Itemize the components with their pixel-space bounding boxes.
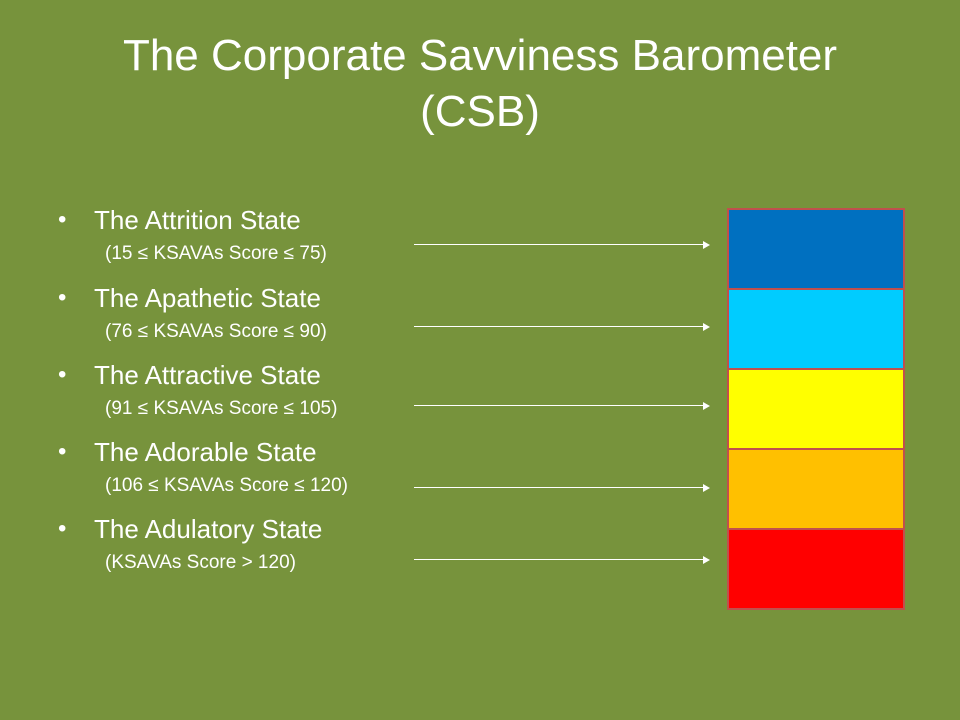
state-name: The Adulatory State — [94, 514, 323, 544]
arrowhead-icon — [703, 323, 710, 331]
state-range: (91 ≤ KSAVAs Score ≤ 105) — [105, 398, 338, 419]
slide-title: The Corporate Savviness Barometer (CSB) — [0, 28, 960, 140]
barometer-segment-attrition — [727, 208, 905, 290]
state-range: (KSAVAs Score > 120) — [105, 552, 296, 573]
arrow-line — [414, 326, 705, 327]
arrow-line — [414, 559, 705, 560]
arrow-line — [414, 405, 705, 406]
barometer-segment-adulatory — [727, 528, 905, 610]
bullet-icon: • — [58, 284, 67, 311]
state-range: (15 ≤ KSAVAs Score ≤ 75) — [105, 243, 327, 264]
bullet-icon: • — [58, 438, 67, 465]
arrow-apathetic — [414, 322, 710, 332]
title-line-1: The Corporate Savviness Barometer — [122, 31, 838, 80]
barometer — [727, 208, 905, 610]
arrow-attractive — [414, 401, 710, 411]
bullet-icon: • — [58, 206, 67, 233]
arrowhead-icon — [703, 402, 710, 410]
state-name: The Adorable State — [94, 437, 317, 467]
state-range: (106 ≤ KSAVAs Score ≤ 120) — [105, 475, 348, 496]
arrow-line — [414, 487, 705, 488]
arrow-adulatory — [414, 555, 710, 565]
arrowhead-icon — [703, 241, 710, 249]
arrow-line — [414, 244, 705, 245]
state-name: The Attrition State — [94, 205, 301, 235]
state-name: The Apathetic State — [94, 283, 321, 313]
bullet-icon: • — [58, 361, 67, 388]
arrow-attrition — [414, 240, 710, 250]
arrow-adorable — [414, 483, 710, 493]
barometer-segment-adorable — [727, 448, 905, 530]
title-line-2: (CSB) — [420, 87, 540, 136]
state-range: (76 ≤ KSAVAs Score ≤ 90) — [105, 321, 327, 342]
barometer-segment-apathetic — [727, 288, 905, 370]
arrowhead-icon — [703, 484, 710, 492]
state-name: The Attractive State — [94, 360, 321, 390]
arrowhead-icon — [703, 556, 710, 564]
barometer-segment-attractive — [727, 368, 905, 450]
bullet-icon: • — [58, 515, 67, 542]
